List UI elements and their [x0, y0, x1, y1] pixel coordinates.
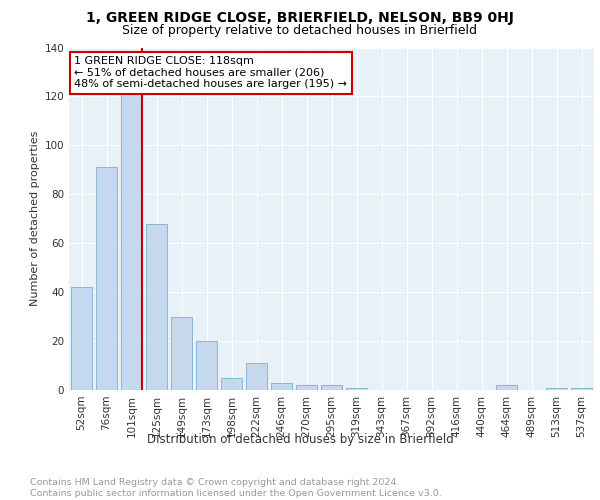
Text: Size of property relative to detached houses in Brierfield: Size of property relative to detached ho…	[122, 24, 478, 37]
Bar	[246, 363, 267, 390]
Bar	[321, 385, 342, 390]
Text: Distribution of detached houses by size in Brierfield: Distribution of detached houses by size …	[146, 432, 454, 446]
Bar	[121, 77, 142, 390]
Bar	[71, 287, 92, 390]
Bar	[346, 388, 367, 390]
Bar	[571, 388, 592, 390]
Bar	[496, 385, 517, 390]
Text: 1, GREEN RIDGE CLOSE, BRIERFIELD, NELSON, BB9 0HJ: 1, GREEN RIDGE CLOSE, BRIERFIELD, NELSON…	[86, 11, 514, 25]
Bar	[546, 388, 567, 390]
Bar	[221, 378, 242, 390]
Y-axis label: Number of detached properties: Number of detached properties	[30, 131, 40, 306]
Text: Contains HM Land Registry data © Crown copyright and database right 2024.
Contai: Contains HM Land Registry data © Crown c…	[30, 478, 442, 498]
Text: 1 GREEN RIDGE CLOSE: 118sqm
← 51% of detached houses are smaller (206)
48% of se: 1 GREEN RIDGE CLOSE: 118sqm ← 51% of det…	[74, 56, 347, 90]
Bar	[196, 341, 217, 390]
Bar	[296, 385, 317, 390]
Bar	[271, 382, 292, 390]
Bar	[96, 168, 117, 390]
Bar	[146, 224, 167, 390]
Bar	[171, 316, 192, 390]
